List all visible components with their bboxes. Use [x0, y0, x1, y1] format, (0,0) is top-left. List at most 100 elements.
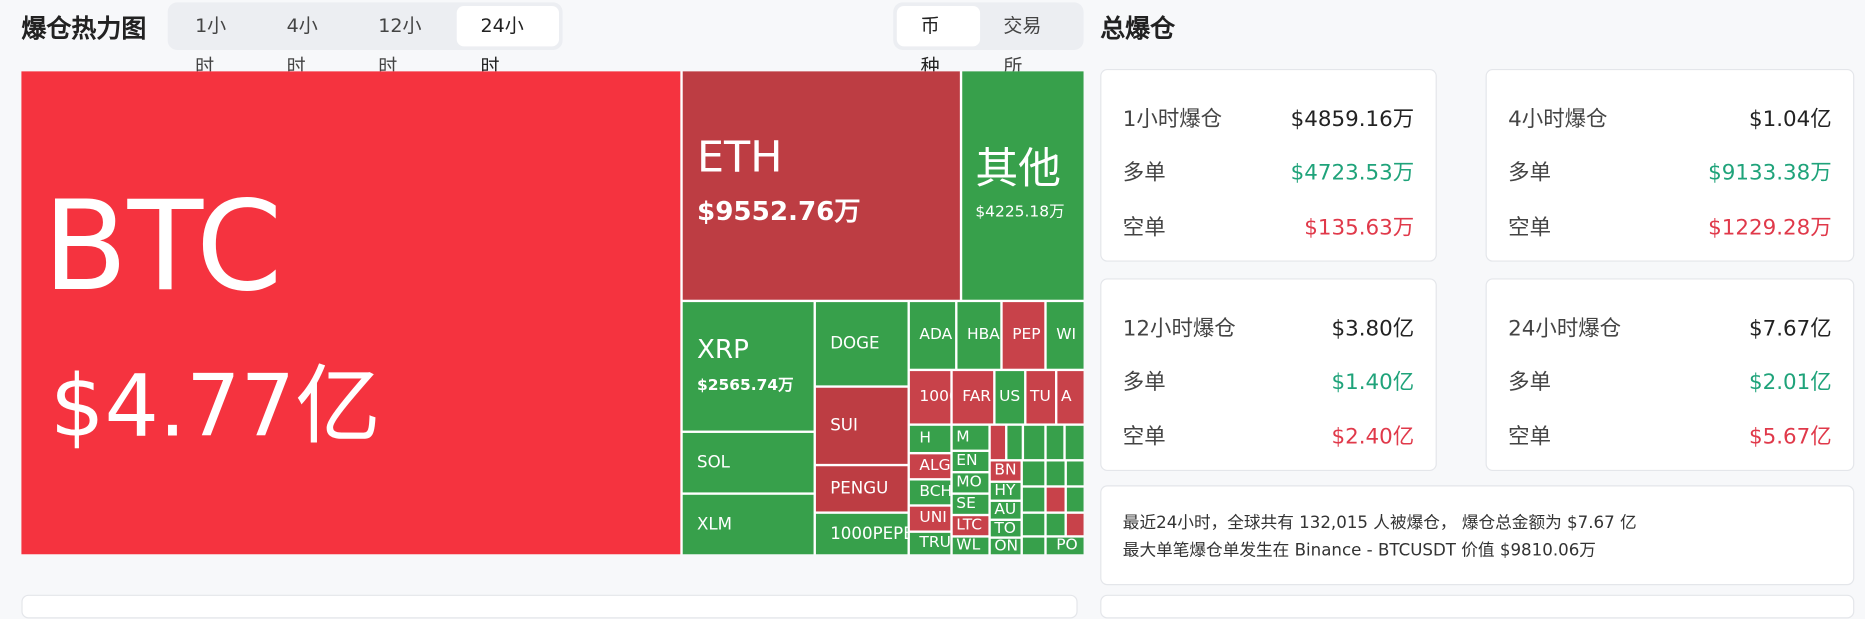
- time-tab[interactable]: 4小时: [286, 14, 318, 78]
- tile-label: XLM: [696, 515, 733, 535]
- tile-label: WL: [956, 537, 981, 555]
- tile-value: $9552.76万: [696, 197, 861, 228]
- card-row: 空单 $135.63万: [1123, 211, 1414, 247]
- tile-label: SE: [956, 494, 976, 513]
- row-value: $2.40亿: [1331, 424, 1415, 450]
- card-header: 1小时爆仓 $4859.16万: [1123, 102, 1414, 138]
- tile-label: XRP: [696, 335, 749, 366]
- tile-label: FAR: [962, 387, 992, 406]
- tile-filler: [1046, 513, 1065, 536]
- tile-value: $4.77亿: [49, 355, 381, 456]
- screen: 爆仓热力图 1小时 4小时 12小时 24小时 币种 交易所 BTC $4.77亿 ETH $…: [21, 2, 1855, 619]
- tile[interactable]: BCH: [909, 480, 951, 505]
- card-title: 1小时爆仓: [1122, 107, 1223, 133]
- card-total: $1.04亿: [1748, 107, 1832, 133]
- summary-title: 总爆仓: [1100, 14, 1176, 43]
- tile[interactable]: TU: [1026, 371, 1056, 424]
- tile-label: PO: [1056, 537, 1078, 555]
- card-row: 空单 $5.67亿: [1508, 420, 1832, 456]
- tile[interactable]: MO: [952, 473, 989, 493]
- time-tab[interactable]: 24小时: [456, 5, 560, 77]
- card-row: 多单 $2.01亿: [1508, 365, 1832, 401]
- tile-label: SOL: [696, 453, 730, 473]
- tile[interactable]: HBA: [957, 302, 1001, 369]
- tile-label: US: [999, 387, 1021, 406]
- tile[interactable]: M: [952, 425, 989, 450]
- bottom-card: [1100, 594, 1855, 619]
- tile-label: H: [919, 429, 932, 448]
- card-header: 4小时爆仓 $1.04亿: [1508, 102, 1832, 138]
- treemap: BTC $4.77亿 ETH $9552.76万 其他 $4225.18万 XRP $2565…: [21, 71, 1084, 555]
- tile-label: PENGU: [830, 479, 889, 499]
- row-label: 空单: [1122, 215, 1166, 241]
- tile[interactable]: BN: [990, 461, 1021, 481]
- summary-card: 12小时爆仓 $3.80亿 多单 $1.40亿 空单 $2.40亿: [1100, 278, 1437, 472]
- bottom-card: [21, 594, 1078, 619]
- tile[interactable]: LTC: [952, 516, 989, 536]
- tile[interactable]: ETH $9552.76万: [682, 71, 960, 300]
- tile[interactable]: XLM: [682, 494, 814, 555]
- page: 爆仓热力图 1小时 4小时 12小时 24小时 币种 交易所 BTC $4.77亿 ETH $…: [21, 2, 1855, 619]
- tile[interactable]: XRP $2565.74万: [682, 302, 814, 431]
- tile[interactable]: ADA: [909, 302, 956, 369]
- card-row: 空单 $2.40亿: [1123, 420, 1414, 456]
- row-label: 空单: [1508, 424, 1551, 450]
- tile[interactable]: WL: [952, 537, 989, 555]
- group-tab[interactable]: 交易所: [1003, 14, 1042, 78]
- row-value: $1229.28万: [1708, 215, 1832, 241]
- tile[interactable]: 1000: [909, 371, 951, 424]
- card-row: 空单 $1229.28万: [1508, 211, 1832, 247]
- tile[interactable]: EN: [952, 451, 989, 472]
- tile-label: TO: [994, 520, 1016, 537]
- row-label: 空单: [1508, 215, 1551, 241]
- card-header: 24小时爆仓 $7.67亿: [1508, 312, 1832, 348]
- tile[interactable]: US: [995, 371, 1025, 424]
- time-tab[interactable]: 12小时: [378, 14, 422, 78]
- card-total: $3.80亿: [1331, 316, 1415, 342]
- tile-filler: [1007, 425, 1022, 460]
- tile[interactable]: ALG: [909, 454, 951, 479]
- tile[interactable]: BTC $4.77亿: [21, 71, 681, 555]
- group-tab[interactable]: 币种: [896, 5, 980, 77]
- tile-label: A: [1060, 387, 1072, 406]
- tile[interactable]: ON: [990, 538, 1021, 555]
- tile[interactable]: 1000PEPE: [815, 513, 908, 555]
- row-value: $9133.38万: [1708, 160, 1832, 186]
- card-title: 4小时爆仓: [1508, 107, 1608, 133]
- tile-label: LTC: [956, 516, 983, 535]
- card-row: 多单 $9133.38万: [1508, 156, 1832, 192]
- tile[interactable]: H: [909, 425, 951, 452]
- tile[interactable]: WI: [1046, 302, 1084, 369]
- tile[interactable]: PO: [1046, 537, 1084, 555]
- tile[interactable]: FAR: [952, 371, 994, 424]
- tile-label: BCH: [919, 482, 951, 501]
- tile[interactable]: 其他 $4225.18万: [962, 71, 1084, 300]
- card-header: 12小时爆仓 $3.80亿: [1123, 312, 1414, 348]
- tile-label: SUI: [830, 416, 858, 436]
- tile[interactable]: SUI: [815, 387, 908, 464]
- tile[interactable]: HY: [990, 482, 1021, 500]
- tile-label: DOGE: [830, 334, 880, 354]
- tile[interactable]: SOL: [682, 432, 814, 493]
- tile-filler: [1066, 487, 1084, 512]
- row-label: 多单: [1508, 369, 1551, 395]
- tile[interactable]: A: [1057, 371, 1084, 424]
- tile-label: 1000: [919, 387, 950, 406]
- time-tab[interactable]: 1小时: [195, 14, 227, 78]
- tile[interactable]: TO: [990, 520, 1021, 537]
- tile-label: WI: [1056, 325, 1077, 344]
- tile[interactable]: PENGU: [815, 466, 908, 512]
- heatmap-title: 爆仓热力图: [21, 14, 147, 43]
- tile-filler: [1022, 537, 1045, 555]
- tile-label: ON: [994, 538, 1019, 555]
- tile[interactable]: AU: [990, 501, 1021, 519]
- row-value: $135.63万: [1304, 215, 1415, 241]
- tile-label: MO: [956, 473, 982, 492]
- tile-filler: [1066, 461, 1084, 486]
- tile[interactable]: DOGE: [815, 302, 908, 386]
- tile[interactable]: UNI: [909, 506, 951, 531]
- notes-card: 最近24小时，全球共有 132,015 人被爆仓， 爆仓总金额为 $7.67 亿…: [1100, 485, 1855, 586]
- tile[interactable]: TRU: [909, 532, 951, 555]
- tile[interactable]: PEP: [1002, 302, 1045, 369]
- tile[interactable]: SE: [952, 494, 989, 514]
